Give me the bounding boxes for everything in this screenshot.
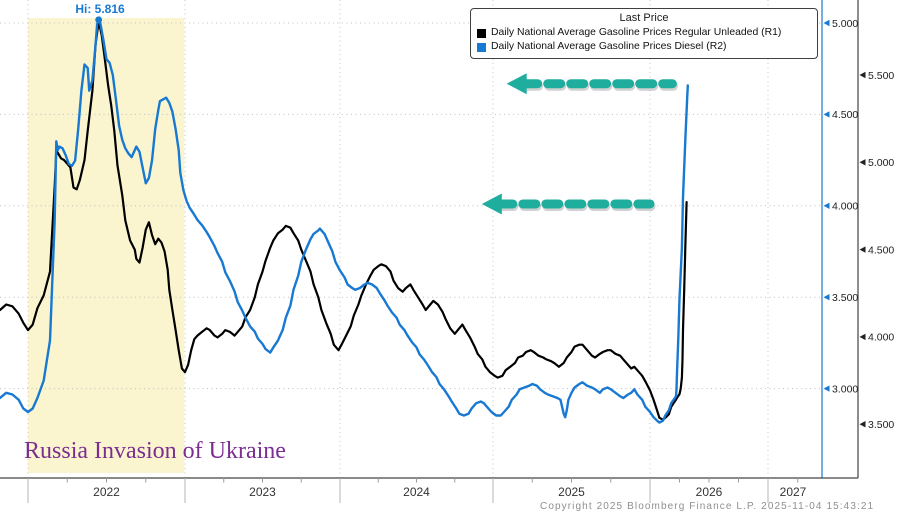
r1-tick-arrow-icon [823,385,830,392]
legend-title: Last Price [619,12,669,24]
r1-tick-label: 5.000 [832,18,858,30]
r2-tick-arrow-icon [859,246,866,253]
r1-tick-label: 3.500 [832,292,858,304]
arrow-to-gasoline-last-price [481,193,656,215]
year-label: 2026 [696,485,723,499]
footer-clipped-text: Copyright 2025 Bloomberg Finance L.P. 20… [540,501,875,512]
r1-tick-label: 3.000 [832,383,858,395]
r1-tick-arrow-icon [823,294,830,301]
legend-item-regular-unleaded[interactable]: Daily National Average Gasoline Prices R… [477,27,811,39]
legend-swatch-regular-unleaded [477,28,486,38]
high-price-marker-dot [95,16,103,24]
year-label: 2023 [249,485,276,499]
legend-label-diesel: Daily National Average Gasoline Prices D… [491,41,727,52]
plot-area[interactable] [0,0,822,478]
legend-item-diesel[interactable]: Daily National Average Gasoline Prices D… [477,41,811,53]
r2-tick-arrow-icon [859,71,866,79]
arrow-head-icon [506,73,527,95]
arrow-to-diesel-last-price [506,73,678,95]
r1-tick-arrow-icon [823,111,830,118]
r2-tick-label: 3.500 [868,419,894,431]
arrow-head-icon [481,193,502,215]
r1-tick-arrow-icon [823,19,830,27]
diesel-price-line [0,18,689,424]
year-label: 2027 [780,485,807,499]
r2-tick-arrow-icon [859,333,866,341]
r2-tick-label: 4.500 [868,244,894,256]
legend-label-regular-unleaded: Daily National Average Gasoline Prices R… [491,27,782,38]
event-annotation-russia-invasion: Russia Invasion of Ukraine [24,438,286,464]
r1-tick-label: 4.000 [832,201,858,213]
r2-tick-arrow-icon [859,159,866,166]
r2-tick-label: 5.500 [868,70,894,82]
x-axis: 2022 2023 2024 2025 2026 2027 [27,478,807,503]
year-label: 2022 [93,485,120,499]
year-label: 2025 [558,485,585,499]
r1-tick-arrow-icon [823,202,830,209]
r1-tick-label: 4.500 [832,109,858,121]
r2-tick-arrow-icon [859,421,866,428]
regular-unleaded-price-line [0,20,688,421]
year-label: 2024 [403,485,430,499]
high-price-annotation: Hi: 5.816 [75,2,125,16]
chart-legend: Last Price Daily National Average Gasoli… [470,8,818,59]
r2-tick-label: 4.000 [868,332,894,344]
right-axes: 5.000 4.500 4.000 3.500 3.000 5.500 5.000 4.500… [823,18,894,431]
legend-swatch-diesel [477,42,486,52]
r2-tick-label: 5.000 [868,157,894,169]
